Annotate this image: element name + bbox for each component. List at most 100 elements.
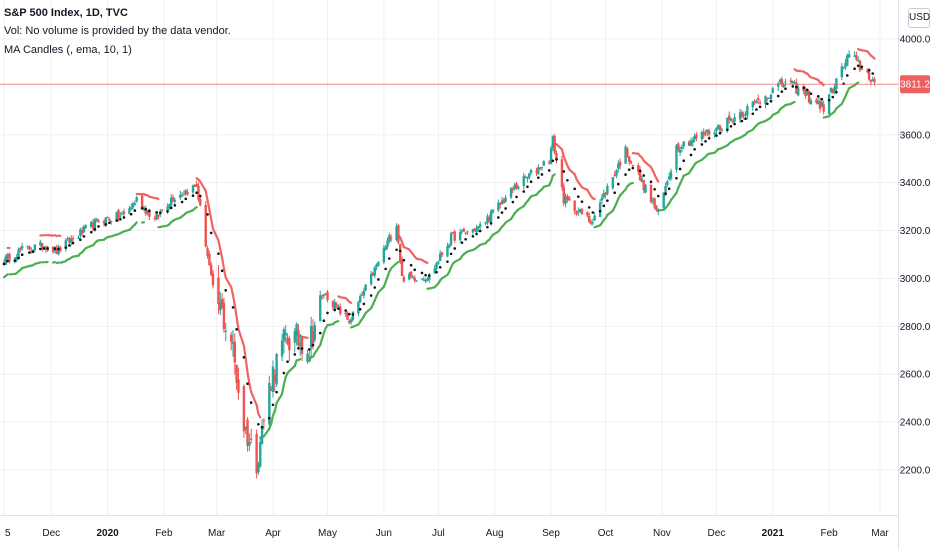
indicator-legend[interactable]: MA Candles (, ema, 10, 1) <box>4 43 132 57</box>
ma-resistance-segment <box>349 302 351 303</box>
ma-dot <box>370 294 373 297</box>
x-tick-label: Jun <box>376 528 392 539</box>
ma-dot <box>791 85 794 88</box>
ma-dot <box>39 248 42 251</box>
ma-dot <box>715 134 718 137</box>
currency-button[interactable]: USD <box>908 8 930 28</box>
candle-body-up <box>730 119 732 121</box>
candle-body-down <box>553 136 555 153</box>
ma-resistance-segment <box>48 235 53 236</box>
candle-body-up <box>275 354 277 384</box>
ma-dot <box>861 66 864 69</box>
candle-body-down <box>28 246 30 249</box>
candle-body-down <box>855 55 857 60</box>
candle-body-up <box>657 209 659 211</box>
ma-dot <box>657 195 660 198</box>
candle-body-up <box>459 232 461 240</box>
candle-body-down <box>106 217 108 218</box>
last-price-label: 3811.2 <box>900 80 930 91</box>
ma-resistance-segment <box>873 57 875 59</box>
ma-dot <box>835 91 838 94</box>
ma-support-segment <box>337 321 339 322</box>
ma-dot <box>206 213 209 216</box>
candle-body-up <box>134 203 136 205</box>
ma-dot <box>632 167 635 170</box>
candle-body-down <box>822 104 824 111</box>
ma-dot <box>72 242 75 245</box>
ma-dot <box>3 263 6 266</box>
ma-dot <box>777 95 780 98</box>
y-tick-label: 2800.0 <box>900 322 931 333</box>
ma-dot <box>68 244 71 247</box>
candle-body-up <box>446 246 448 256</box>
candle-body-down <box>757 98 759 100</box>
ma-dot <box>217 252 220 255</box>
ma-dot <box>257 423 260 426</box>
ma-dot <box>141 207 144 210</box>
candle-body-up <box>599 203 601 217</box>
candle-body-down <box>573 200 575 210</box>
ma-dot <box>363 303 366 306</box>
ma-dot <box>497 216 500 219</box>
candle-body-up <box>110 221 112 222</box>
candle-body-up <box>848 54 850 58</box>
candle-body-down <box>466 231 468 232</box>
candle-body-up <box>670 171 672 178</box>
candle-body-up <box>517 187 519 189</box>
ma-dot <box>293 353 296 356</box>
candle-body-down <box>463 229 465 232</box>
ma-dot <box>439 266 442 269</box>
ma-dot <box>155 211 158 214</box>
candle-body-down <box>390 238 392 240</box>
candle-body-up <box>612 177 614 188</box>
ma-dot <box>174 204 177 207</box>
ma-dot <box>272 403 275 406</box>
ma-dot <box>588 206 591 209</box>
ma-dot <box>486 226 489 229</box>
ma-dot <box>123 216 126 219</box>
candle-body-down <box>695 135 697 139</box>
ma-dot <box>94 228 97 231</box>
candle-body-down <box>704 134 706 135</box>
ma-support-segment <box>856 83 858 84</box>
ma-dot <box>759 106 762 109</box>
ma-support-segment <box>298 359 300 360</box>
candle-body-up <box>384 247 386 250</box>
candle-body-up <box>435 263 437 268</box>
ma-dot <box>119 218 122 221</box>
candle-body-down <box>630 161 632 163</box>
candle-body-up <box>248 442 250 446</box>
symbol-title: S&P 500 Index, 1D, TVC <box>4 6 128 20</box>
ma-dot <box>421 272 424 275</box>
ma-dot <box>857 64 860 67</box>
x-tick-label: Jul <box>432 528 445 539</box>
x-tick-label: Apr <box>265 528 281 539</box>
y-tick-label: 4000.0 <box>900 35 931 46</box>
ma-dot <box>617 183 620 186</box>
candle-body-up <box>477 226 479 228</box>
ma-support-segment <box>35 262 40 264</box>
ma-dot <box>602 205 605 208</box>
ma-dot <box>83 235 86 238</box>
candle-body-down <box>339 306 341 313</box>
candle-body-down <box>677 143 679 150</box>
candle-body-up <box>95 219 97 221</box>
candle-body-up <box>363 291 365 296</box>
ma-dot <box>628 168 631 171</box>
candle-body-down <box>321 297 323 298</box>
ma-dot <box>548 169 551 172</box>
ma-dot <box>115 219 118 222</box>
candle-body-up <box>386 240 388 246</box>
ma-dot <box>566 179 569 182</box>
ma-dot <box>399 250 402 253</box>
ma-dot <box>195 191 198 194</box>
candle-body-up <box>752 102 754 107</box>
ma-dot <box>573 188 576 191</box>
ma-dot <box>435 271 438 274</box>
ma-dot <box>166 210 169 213</box>
ma-dot <box>21 253 24 256</box>
ma-dot <box>741 120 744 123</box>
candle-body-up <box>490 211 492 222</box>
